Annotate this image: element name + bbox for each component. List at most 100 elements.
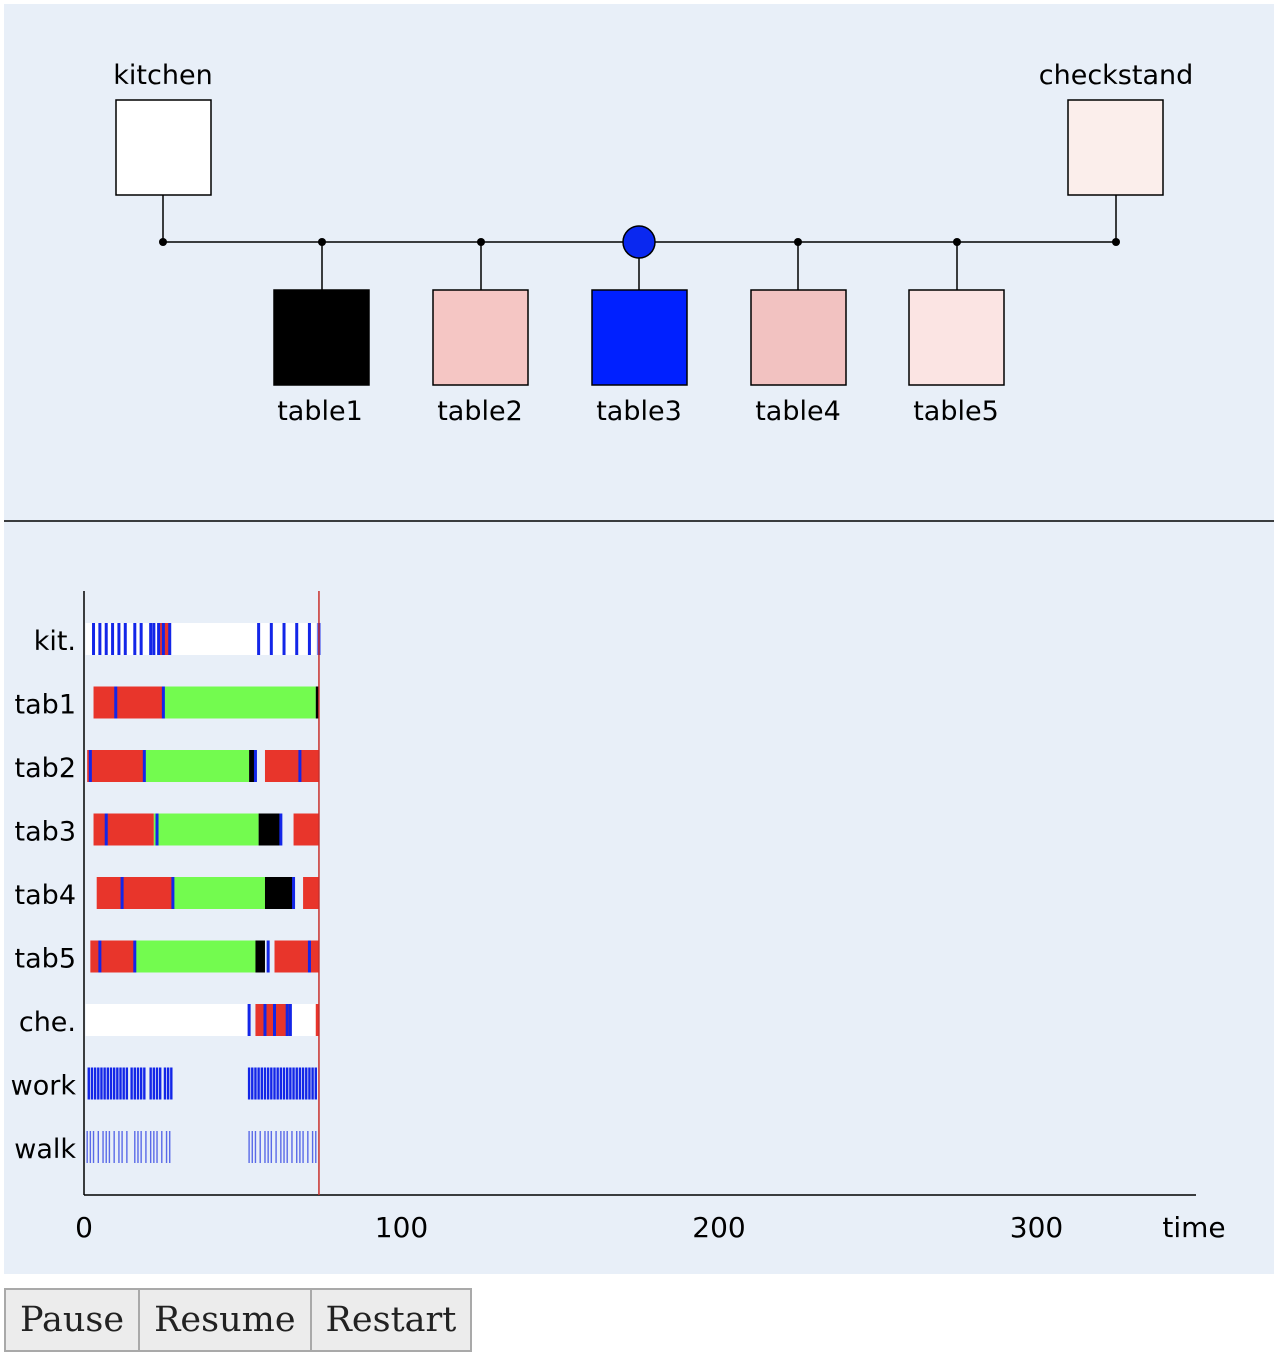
state-segment — [163, 686, 316, 719]
checkstand-node — [1067, 99, 1164, 196]
row-label: walk — [14, 1134, 76, 1165]
table4-node — [750, 289, 847, 386]
work-tick — [254, 1067, 257, 1100]
event-tick — [104, 813, 108, 846]
walk-tick — [302, 1131, 304, 1163]
event-tick — [142, 750, 146, 782]
event-tick — [253, 750, 257, 782]
work-tick — [119, 1067, 122, 1100]
x-tick-label: 0 — [75, 1211, 93, 1244]
table3-group: table3 — [591, 242, 688, 427]
pause-button[interactable]: Pause — [4, 1288, 141, 1352]
work-tick — [122, 1067, 125, 1100]
work-tick — [149, 1067, 152, 1100]
table5-group: table5 — [908, 238, 1005, 427]
table2-node — [432, 289, 529, 386]
event-tick — [133, 940, 137, 973]
work-tick — [247, 1067, 251, 1100]
event-tick — [152, 623, 156, 655]
state-segment — [315, 686, 319, 719]
resume-button[interactable]: Resume — [140, 1288, 312, 1352]
x-axis-label: time — [1162, 1211, 1225, 1244]
walk-tick — [165, 1131, 168, 1163]
waiter-marker — [622, 225, 656, 259]
event-tick — [98, 623, 102, 655]
work-tick — [292, 1067, 295, 1100]
event-tick — [157, 623, 161, 655]
walk-tick — [264, 1131, 266, 1163]
work-tick — [139, 1067, 143, 1100]
event-tick — [288, 1004, 292, 1036]
state-segment — [264, 877, 294, 909]
walk-tick — [267, 1131, 269, 1163]
walk-tick — [153, 1131, 155, 1163]
restart-button[interactable]: Restart — [311, 1288, 473, 1352]
table5-label: table5 — [913, 396, 999, 427]
walk-tick — [270, 1131, 273, 1163]
row-label: kit. — [34, 626, 76, 657]
event-tick — [155, 813, 159, 846]
walk-tick — [134, 1131, 136, 1163]
work-tick — [295, 1067, 298, 1100]
work-tick — [93, 1067, 97, 1100]
walk-tick — [92, 1131, 95, 1163]
event-tick — [117, 623, 121, 655]
work-tick — [263, 1067, 267, 1100]
work-tick — [257, 1067, 260, 1100]
work-tick — [163, 1067, 167, 1100]
event-tick — [285, 1004, 289, 1036]
event-tick — [273, 1004, 276, 1036]
event-tick — [269, 623, 273, 655]
state-segment — [144, 750, 250, 782]
state-segment — [172, 877, 265, 909]
walk-tick — [259, 1131, 261, 1163]
table2-junction — [477, 238, 485, 246]
work-tick — [116, 1067, 119, 1100]
event-tick — [247, 1004, 251, 1036]
work-tick — [286, 1067, 289, 1100]
work-tick — [298, 1067, 302, 1100]
row-label: tab3 — [15, 817, 76, 848]
walk-tick — [156, 1131, 158, 1163]
event-tick — [104, 623, 108, 655]
event-tick — [111, 623, 115, 655]
x-tick-label: 300 — [1010, 1211, 1063, 1244]
walk-tick — [283, 1131, 285, 1163]
table5-junction — [953, 238, 961, 246]
walk-tick — [307, 1131, 309, 1163]
state-segment — [85, 623, 159, 655]
event-tick — [263, 1004, 267, 1036]
work-tick — [106, 1067, 110, 1100]
walk-tick — [254, 1131, 257, 1163]
work-tick — [270, 1067, 273, 1100]
work-tick — [314, 1067, 317, 1100]
work-tick — [282, 1067, 286, 1100]
table4-junction — [794, 238, 802, 246]
table1-group: table1 — [273, 238, 370, 427]
row-label: tab5 — [15, 944, 76, 975]
state-segment — [85, 1004, 250, 1036]
event-tick — [171, 877, 175, 909]
event-tick — [295, 623, 299, 655]
state-segment — [90, 940, 135, 973]
walk-tick — [89, 1131, 92, 1163]
work-tick — [266, 1067, 270, 1100]
walk-tick — [113, 1131, 115, 1163]
x-tick-label: 200 — [692, 1211, 745, 1244]
walk-tick — [137, 1131, 139, 1163]
event-tick — [307, 940, 311, 973]
event-tick — [292, 877, 296, 909]
simulation-panel: kitchen checkstand table1 table2 table3 — [4, 4, 1274, 1274]
state-segment — [264, 750, 319, 782]
work-tick — [289, 1067, 292, 1100]
state-segment — [293, 813, 319, 846]
state-segment — [87, 750, 145, 782]
state-segment — [153, 813, 259, 846]
walk-tick — [145, 1131, 147, 1163]
table5-node — [908, 289, 1005, 386]
checkstand-label: checkstand — [1039, 60, 1194, 91]
table1-junction — [318, 238, 326, 246]
control-bar: Pause Resume Restart — [4, 1288, 473, 1352]
work-tick — [311, 1067, 314, 1100]
work-tick — [301, 1067, 305, 1100]
